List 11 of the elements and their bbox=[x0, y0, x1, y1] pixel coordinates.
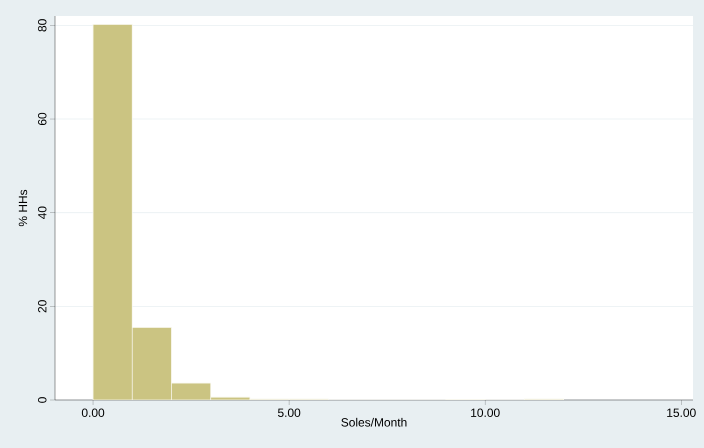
y-axis-title: % HHs bbox=[18, 190, 28, 226]
x-tick-label: 0.00 bbox=[82, 408, 104, 417]
y-tick-label: 40 bbox=[38, 206, 46, 220]
y-tick-label: 20 bbox=[38, 300, 46, 312]
x-tick-label: 15.00 bbox=[667, 408, 696, 417]
y-tick-label: 60 bbox=[38, 112, 46, 126]
x-tick-label: 10.00 bbox=[471, 408, 500, 417]
y-tick-label: 80 bbox=[38, 19, 46, 32]
x-tick-label: 5.00 bbox=[278, 408, 300, 417]
y-tick-label: 0 bbox=[38, 397, 46, 403]
x-axis-title: Soles/Month bbox=[341, 418, 406, 427]
